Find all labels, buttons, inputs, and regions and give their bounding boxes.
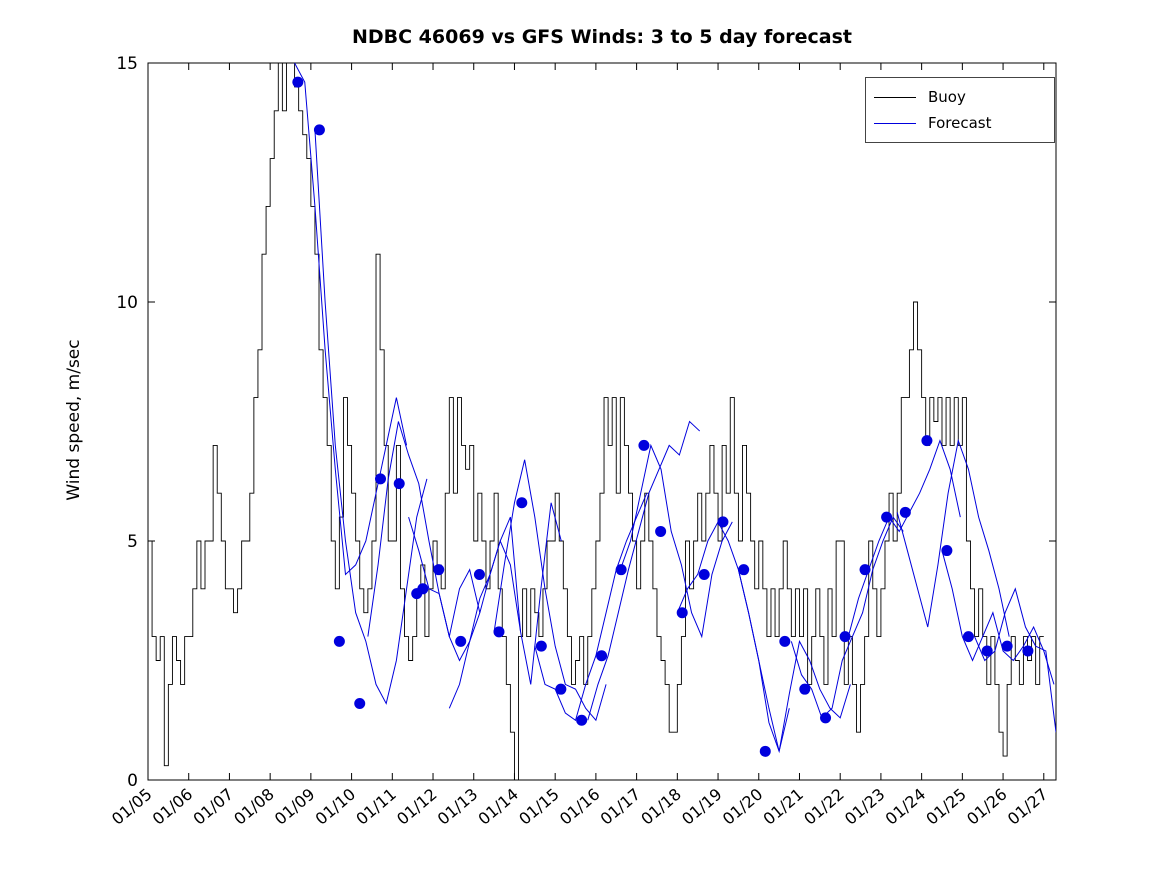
x-tick-label: 01/27 bbox=[1004, 785, 1052, 829]
x-tick-label: 01/09 bbox=[271, 785, 319, 829]
forecast-dot bbox=[473, 568, 485, 580]
forecast-line bbox=[534, 493, 648, 722]
x-tick-label: 01/05 bbox=[108, 785, 156, 829]
x-tick-label: 01/14 bbox=[474, 785, 522, 829]
forecast-line-sample bbox=[874, 122, 916, 124]
forecast-line bbox=[619, 443, 733, 639]
forecast-dot bbox=[820, 712, 832, 724]
x-tick-label: 01/19 bbox=[678, 785, 726, 829]
legend-item-buoy: Buoy bbox=[874, 84, 1044, 110]
forecast-dot bbox=[655, 525, 667, 537]
forecast-line bbox=[408, 516, 522, 662]
x-tick-label: 01/22 bbox=[800, 785, 848, 829]
forecast-dot bbox=[676, 607, 688, 619]
x-tick-label: 01/07 bbox=[189, 785, 237, 829]
forecast-dot bbox=[555, 683, 567, 695]
x-tick-label: 01/26 bbox=[963, 785, 1011, 829]
forecast-dot bbox=[899, 506, 911, 518]
x-tick-label: 01/20 bbox=[719, 785, 767, 829]
forecast-dot bbox=[962, 631, 974, 643]
legend-label-buoy: Buoy bbox=[928, 88, 966, 106]
y-axis-label: Wind speed, m/sec bbox=[64, 339, 84, 501]
x-tick-label: 01/15 bbox=[515, 785, 563, 829]
forecast-line bbox=[974, 587, 1056, 733]
x-tick-label: 01/21 bbox=[760, 785, 808, 829]
forecast-dot bbox=[333, 635, 345, 647]
y-tick-label: 5 bbox=[127, 532, 138, 552]
forecast-dot bbox=[839, 631, 851, 643]
forecast-line bbox=[676, 520, 790, 752]
forecast-line bbox=[294, 62, 408, 576]
x-tick-label: 01/13 bbox=[434, 785, 482, 829]
forecast-dot bbox=[354, 698, 366, 710]
forecast-dot bbox=[455, 635, 467, 647]
forecast-dot bbox=[859, 564, 871, 576]
forecast-dot bbox=[493, 626, 505, 638]
legend: Buoy Forecast bbox=[865, 77, 1055, 143]
forecast-line bbox=[941, 550, 1055, 685]
x-tick-label: 01/16 bbox=[556, 785, 604, 829]
legend-label-forecast: Forecast bbox=[928, 114, 992, 132]
forecast-dot bbox=[535, 640, 547, 652]
x-tick-label: 01/10 bbox=[312, 785, 360, 829]
y-tick-label: 0 bbox=[127, 771, 138, 791]
axes-box bbox=[147, 62, 1057, 781]
forecast-dot bbox=[596, 650, 608, 662]
forecast-dot bbox=[417, 583, 429, 595]
forecast-dot bbox=[433, 564, 445, 576]
forecast-dot bbox=[292, 76, 304, 88]
forecast-dot bbox=[738, 564, 750, 576]
chart-title: NDBC 46069 vs GFS Winds: 3 to 5 day fore… bbox=[351, 26, 853, 48]
forecast-dot bbox=[1022, 645, 1034, 657]
forecast-dot bbox=[779, 635, 791, 647]
x-tick-label: 01/25 bbox=[922, 785, 970, 829]
y-tick-label: 10 bbox=[116, 293, 138, 313]
legend-item-forecast: Forecast bbox=[874, 110, 1044, 136]
buoy-line-sample bbox=[874, 96, 916, 98]
forecast-line bbox=[790, 516, 904, 719]
buoy-line bbox=[148, 62, 1044, 781]
forecast-dot bbox=[374, 473, 386, 485]
x-tick-label: 01/12 bbox=[393, 785, 441, 829]
forecast-dot bbox=[313, 124, 325, 136]
forecast-line bbox=[314, 129, 428, 705]
x-tick-label: 01/23 bbox=[841, 785, 889, 829]
forecast-dot bbox=[717, 516, 729, 528]
x-tick-label: 01/08 bbox=[230, 785, 278, 829]
x-tick-label: 01/18 bbox=[637, 785, 685, 829]
forecast-dot bbox=[516, 497, 528, 509]
forecast-dot bbox=[698, 568, 710, 580]
forecast-dot bbox=[941, 545, 953, 557]
forecast-dot bbox=[638, 439, 650, 451]
forecast-dot bbox=[1001, 640, 1013, 652]
forecast-line bbox=[448, 502, 562, 709]
forecast-dot bbox=[881, 511, 893, 523]
forecast-dot bbox=[981, 645, 993, 657]
forecast-dot bbox=[799, 683, 811, 695]
forecast-dot bbox=[921, 435, 933, 447]
forecast-dot bbox=[576, 714, 588, 726]
forecast-line bbox=[896, 438, 1010, 637]
forecast-dot bbox=[759, 745, 771, 757]
y-tick-label: 15 bbox=[116, 54, 138, 74]
x-tick-label: 01/06 bbox=[149, 785, 197, 829]
forecast-dot bbox=[615, 564, 627, 576]
x-tick-label: 01/11 bbox=[352, 785, 400, 829]
x-tick-label: 01/17 bbox=[597, 785, 645, 829]
forecast-line bbox=[367, 421, 481, 637]
x-tick-label: 01/24 bbox=[882, 785, 930, 829]
forecast-dot bbox=[393, 478, 405, 490]
forecast-line bbox=[737, 569, 851, 754]
forecast-line bbox=[493, 459, 607, 722]
forecast-line bbox=[587, 420, 701, 721]
